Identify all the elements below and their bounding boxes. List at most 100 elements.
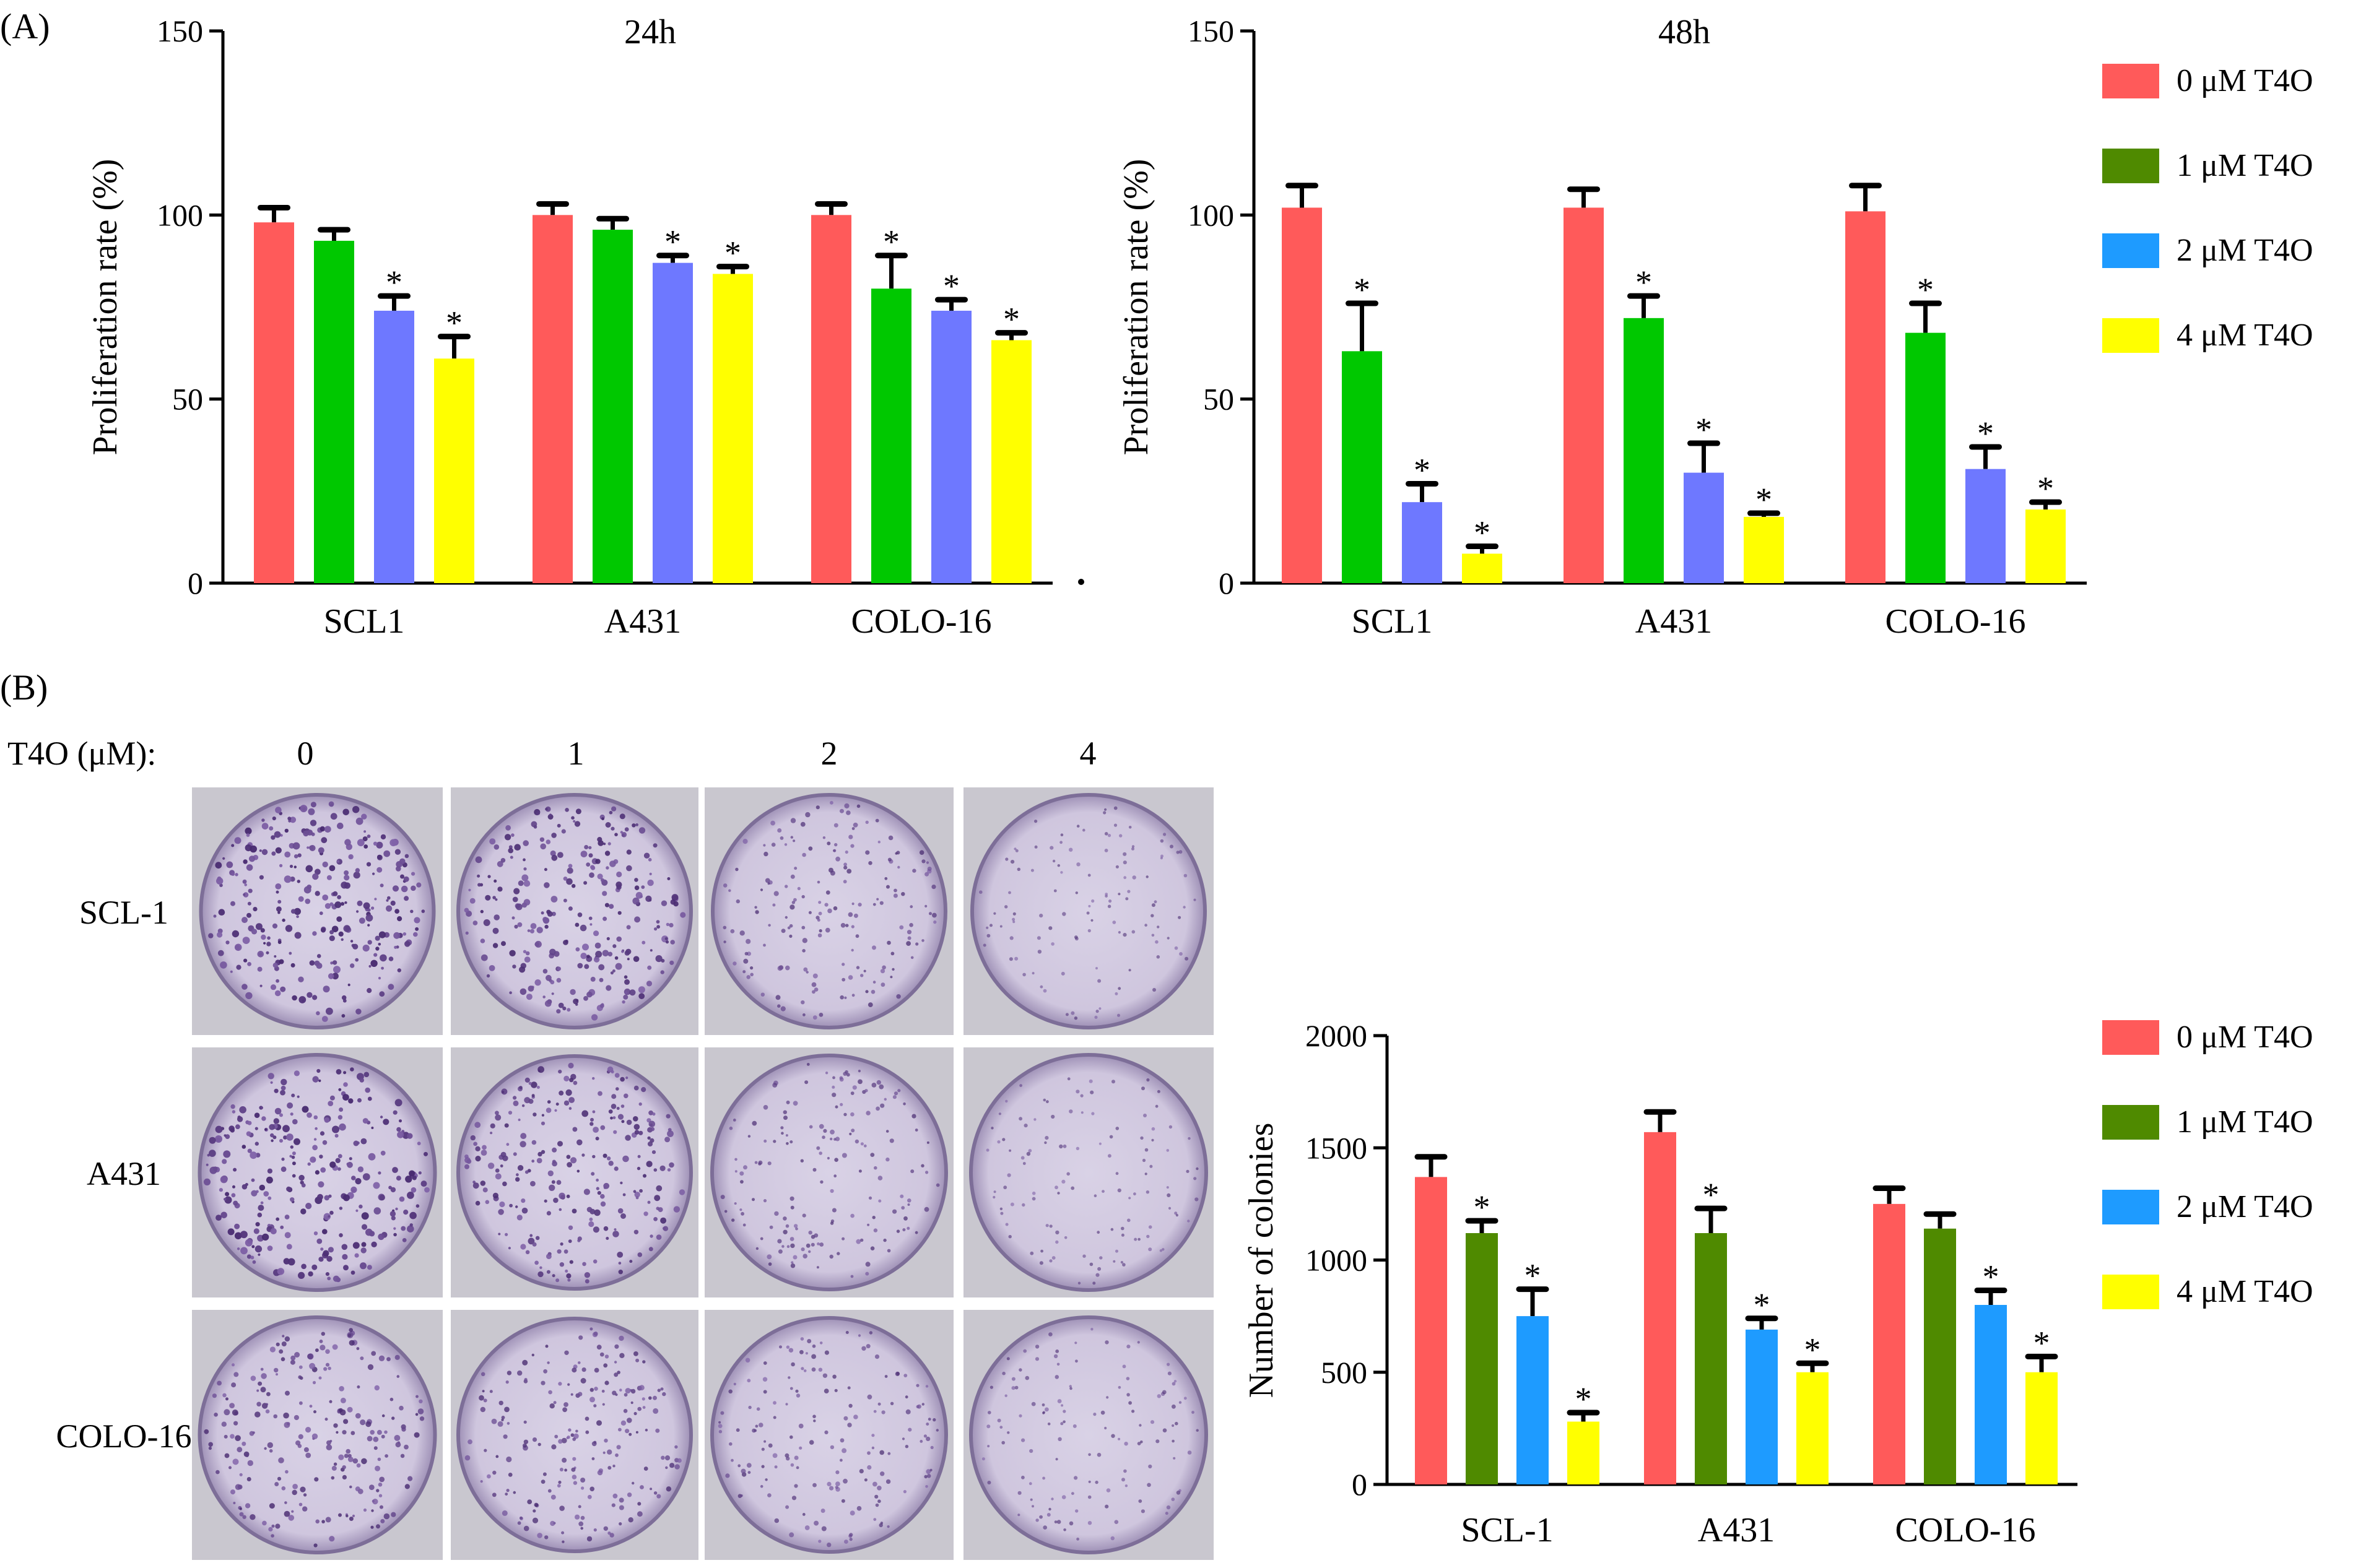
colony-dot <box>468 888 471 891</box>
colony-dot <box>615 963 622 970</box>
colony-dot <box>625 991 628 994</box>
colony-dot <box>284 1232 291 1239</box>
colony-dot <box>1000 1211 1004 1215</box>
colony-dot <box>363 1072 370 1078</box>
legend-swatch-0 <box>2102 64 2159 98</box>
colony-dot <box>531 1094 535 1098</box>
colony-dot <box>790 818 796 823</box>
colony-dot <box>1014 956 1019 961</box>
colony-dot <box>808 1250 811 1254</box>
colony-dot <box>475 1156 481 1162</box>
colony-dot <box>355 1178 362 1185</box>
colony-dot <box>561 1437 567 1444</box>
colony-dot <box>336 916 342 922</box>
colony-dot <box>923 1434 927 1438</box>
colony-dot <box>856 1505 862 1511</box>
colony-dot <box>269 1124 276 1130</box>
colony-dot <box>524 1077 530 1083</box>
colony-dot <box>633 956 640 962</box>
bar-scl1-2-m-t4o <box>374 310 414 583</box>
colony-dot <box>352 1458 359 1464</box>
colony-dot <box>356 1463 361 1468</box>
colony-dot <box>264 1447 267 1450</box>
significance-star: * <box>446 305 463 342</box>
colony-dot <box>363 902 370 909</box>
colony-dot <box>758 1160 763 1165</box>
colony-dot <box>545 1345 549 1348</box>
colony-dot <box>521 1207 528 1214</box>
colony-dot <box>1023 1349 1027 1353</box>
colony-dot <box>633 1190 637 1193</box>
colony-dot <box>215 862 222 869</box>
colony-dot <box>1053 1354 1058 1359</box>
colony-dot <box>1069 847 1073 852</box>
colony-dot <box>1170 844 1173 849</box>
bar-a431-2-m-t4o <box>1684 472 1724 583</box>
colony-dot <box>275 1523 281 1529</box>
colony-dot <box>588 853 593 858</box>
colony-dot <box>241 1441 246 1446</box>
colony-dot <box>621 950 624 953</box>
colony-dot <box>1103 811 1107 815</box>
colony-dot <box>271 835 276 840</box>
colony-dot <box>680 912 686 918</box>
colony-dot <box>340 1397 346 1403</box>
colony-dot <box>274 990 281 997</box>
colony-dot <box>665 940 669 944</box>
colony-dot <box>298 1174 305 1181</box>
colony-dot <box>396 1176 401 1181</box>
colony-dot <box>265 1409 270 1414</box>
colony-dot <box>840 1458 843 1462</box>
colony-dot <box>378 1494 383 1497</box>
colony-dot <box>1098 1142 1102 1145</box>
colony-dot <box>1035 1357 1040 1361</box>
colony-dot <box>481 954 488 961</box>
colony-dot <box>1039 914 1043 918</box>
significance-star: * <box>1977 415 1994 452</box>
colony-dot <box>846 810 851 815</box>
colony-dot <box>355 1413 361 1419</box>
colony-dot <box>565 808 569 812</box>
colony-dot <box>635 891 643 899</box>
colony-dot <box>823 1128 827 1133</box>
colony-dot <box>602 1451 606 1454</box>
colony-dot <box>298 1365 303 1369</box>
colony-dot <box>266 1176 273 1184</box>
colony-dot <box>619 1505 624 1510</box>
colony-dot <box>583 996 588 1001</box>
colony-dot <box>233 1421 238 1426</box>
colony-dot <box>252 1431 255 1434</box>
colony-dot <box>829 1486 834 1491</box>
colony-dot <box>286 1186 292 1192</box>
colony-dot <box>563 940 568 945</box>
colony-dot <box>907 936 911 940</box>
colony-dot <box>492 1192 499 1198</box>
colony-dot <box>1127 1218 1131 1223</box>
colony-dot <box>824 903 829 907</box>
colony-dot <box>353 1140 359 1146</box>
colony-dot <box>243 892 249 898</box>
colony-dot <box>621 832 627 838</box>
colony-dot <box>275 847 282 854</box>
colony-dot <box>573 1081 578 1085</box>
colony-dot <box>789 934 793 938</box>
colony-dot <box>848 912 853 917</box>
colony-dot <box>634 878 638 882</box>
colony-dot <box>1021 1438 1025 1442</box>
y-tick-label: 50 <box>1203 382 1234 417</box>
colony-dot <box>303 886 311 894</box>
colony-dot <box>835 1481 840 1487</box>
category-label-scl-1: SCL-1 <box>1461 1511 1553 1549</box>
colony-dot <box>532 1517 539 1523</box>
significance-star: * <box>1474 1189 1490 1226</box>
colony-dot <box>284 1422 290 1428</box>
colony-dot <box>638 1102 642 1106</box>
colony-dot <box>848 834 853 839</box>
colony-dot <box>533 1112 537 1117</box>
colony-dot <box>881 982 885 987</box>
colony-dot <box>1009 1149 1012 1152</box>
colony-dot <box>818 1367 823 1372</box>
colony-dot <box>580 1378 586 1384</box>
colony-dot <box>508 1111 513 1115</box>
